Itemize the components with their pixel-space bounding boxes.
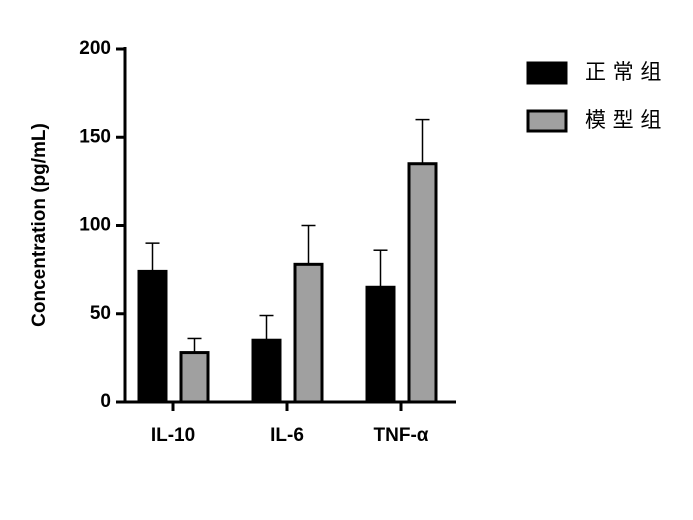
- bar: [293, 262, 324, 404]
- y-tick-label: 100: [79, 215, 111, 236]
- y-tick-label: 0: [100, 391, 111, 412]
- y-tick-label: 150: [79, 126, 111, 147]
- x-tick-label: IL-10: [151, 425, 195, 446]
- legend-label: 模 型 组: [585, 108, 661, 132]
- y-tick-label: 200: [79, 38, 111, 59]
- bar: [179, 351, 210, 404]
- legend-label: 正 常 组: [585, 60, 661, 84]
- bar: [251, 338, 282, 404]
- bar: [407, 162, 438, 404]
- x-tick-label: TNF-α: [374, 425, 429, 446]
- y-axis-label: Concentration (pg/mL): [29, 123, 50, 327]
- bar: [137, 269, 168, 404]
- legend-swatch: [526, 61, 568, 85]
- legend-swatch: [526, 109, 568, 133]
- bar: [365, 285, 396, 404]
- x-tick-label: IL-6: [270, 425, 304, 446]
- y-tick-label: 50: [90, 303, 111, 324]
